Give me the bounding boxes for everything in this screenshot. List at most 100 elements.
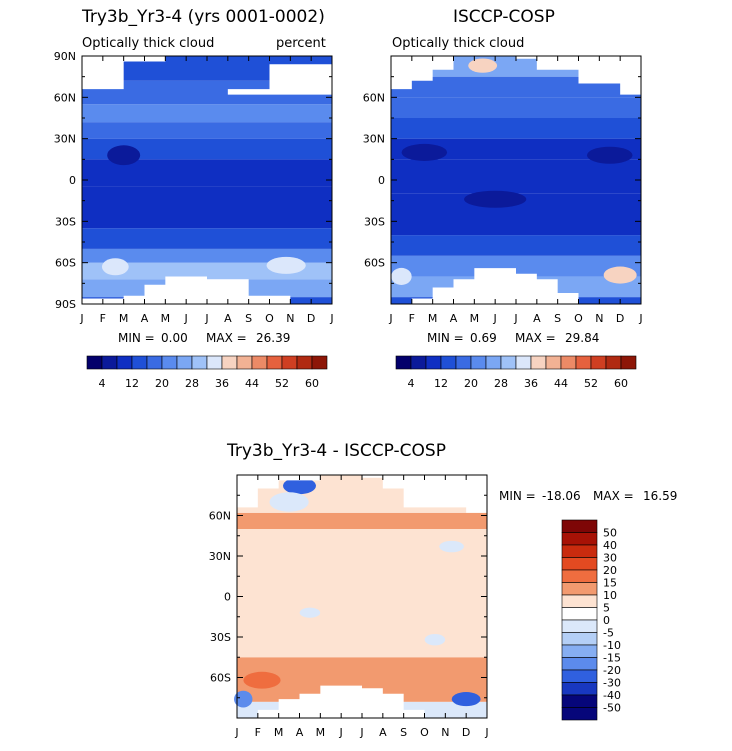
x-tick-label: D	[616, 312, 624, 325]
missing-data-mask	[82, 276, 291, 304]
colorbar-label: 60	[614, 377, 628, 390]
contour-band	[237, 512, 487, 529]
panel-model-title: Try3b_Yr3-4 (yrs 0001-0002)	[81, 7, 325, 27]
contour-band	[391, 97, 641, 118]
contour-region	[451, 692, 481, 707]
x-tick-label: A	[450, 312, 458, 325]
colorbar-box	[561, 619, 598, 633]
y-tick-label: 0	[69, 174, 76, 187]
colorbar-box	[561, 557, 598, 571]
x-tick-label: J	[79, 312, 83, 325]
contour-region	[439, 540, 464, 553]
x-tick-label: F	[409, 312, 415, 325]
colorbar-box	[561, 544, 598, 558]
x-tick-label: A	[296, 726, 304, 739]
colorbar-box	[455, 355, 472, 370]
plot-obs	[391, 56, 641, 304]
colorbar-box	[86, 355, 103, 370]
colorbar-box	[116, 355, 133, 370]
colorbar-box	[561, 682, 598, 696]
y-tick-label: 30N	[363, 133, 385, 146]
x-tick-label: O	[265, 312, 274, 325]
colorbar-box	[575, 355, 592, 370]
contour-region	[266, 256, 306, 274]
panel-diff-title: Try3b_Yr3-4 - ISCCP-COSP	[226, 441, 446, 461]
colorbar-label: -40	[603, 689, 621, 702]
missing-data-mask	[411, 268, 579, 304]
colorbar-box	[146, 355, 163, 370]
x-tick-label: F	[100, 312, 106, 325]
colorbar-box	[266, 355, 283, 370]
x-tick-label: A	[141, 312, 149, 325]
colorbar-label: 10	[603, 589, 617, 602]
contour-region	[243, 671, 281, 689]
x-tick-label: J	[484, 726, 488, 739]
x-tick-label: J	[329, 312, 333, 325]
colorbar-label: 5	[603, 602, 610, 615]
colorbar-label: 0	[603, 614, 610, 627]
contour-region	[587, 146, 633, 164]
x-tick-label: D	[462, 726, 470, 739]
colorbar-box	[251, 355, 268, 370]
x-tick-label: J	[638, 312, 642, 325]
colorbar-box	[395, 355, 412, 370]
min-value: -18.06	[542, 489, 581, 503]
y-tick-label: 0	[224, 591, 231, 604]
contour-band	[391, 159, 641, 194]
colorbar-box	[561, 594, 598, 608]
max-label: MAX =	[593, 489, 634, 503]
contour-region	[299, 607, 321, 618]
x-tick-label: J	[204, 312, 208, 325]
plot-diff	[234, 475, 487, 718]
colorbar-label: 20	[464, 377, 478, 390]
x-tick-label: M	[119, 312, 129, 325]
x-tick-label: N	[286, 312, 294, 325]
contour-region	[101, 258, 129, 276]
colorbar-label: -10	[603, 639, 621, 652]
colorbar-label: -15	[603, 652, 621, 665]
plot-model	[82, 56, 332, 304]
y-tick-label: 0	[378, 174, 385, 187]
panel-model: Try3b_Yr3-4 (yrs 0001-0002) Optically th…	[54, 7, 334, 390]
colorbar-box	[281, 355, 298, 370]
contour-region	[107, 145, 141, 166]
x-tick-label: O	[574, 312, 583, 325]
colorbar-label: 30	[603, 552, 617, 565]
colorbar-box	[560, 355, 577, 370]
colorbar-label: 36	[215, 377, 229, 390]
colorbar-box	[561, 632, 598, 646]
x-tick-label: A	[379, 726, 387, 739]
colorbar-label: 12	[125, 377, 139, 390]
contour-band	[82, 138, 332, 160]
colorbar-box	[440, 355, 457, 370]
colorbar-box	[561, 644, 598, 658]
contour-band	[82, 104, 332, 123]
contour-region	[269, 492, 309, 512]
x-tick-label: S	[400, 726, 407, 739]
colorbar-box	[311, 355, 328, 370]
panel-model-units: percent	[276, 36, 326, 51]
contour-band	[391, 255, 641, 277]
colorbar-box	[191, 355, 208, 370]
colorbar-box	[236, 355, 253, 370]
y-tick-label: 90N	[54, 50, 76, 63]
colorbar-box	[561, 569, 598, 583]
colorbar-box	[561, 669, 598, 683]
colorbar-box	[515, 355, 532, 370]
colorbar-box	[425, 355, 442, 370]
x-tick-label: S	[554, 312, 561, 325]
colorbar-label: 20	[603, 564, 617, 577]
contour-region	[603, 266, 637, 284]
colorbar-box	[206, 355, 223, 370]
x-tick-label: M	[274, 726, 284, 739]
y-tick-label: 60N	[209, 510, 231, 523]
stats-model: MIN = 0.00 MAX = 26.39	[118, 331, 290, 345]
x-tick-label: M	[470, 312, 480, 325]
x-tick-label: J	[339, 726, 343, 739]
colorbar-label: 36	[524, 377, 538, 390]
colorbar-box	[131, 355, 148, 370]
colorbar-box	[605, 355, 622, 370]
